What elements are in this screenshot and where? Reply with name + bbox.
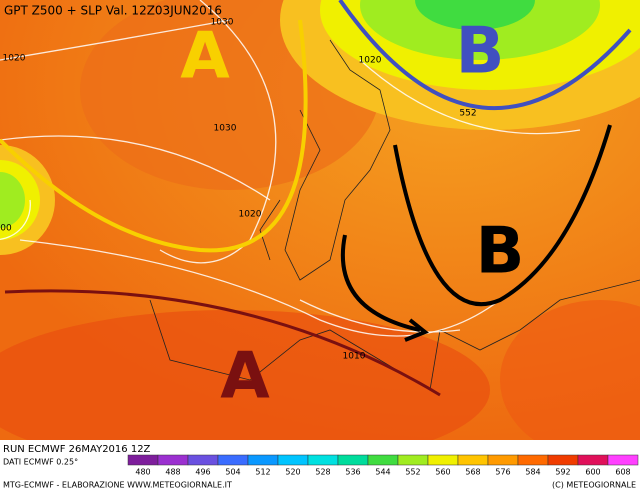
scale-swatch	[337, 454, 369, 466]
scale-swatch	[517, 454, 549, 466]
scale-label: 504	[225, 468, 240, 477]
scale-swatch	[367, 454, 399, 466]
scale-swatch	[607, 454, 639, 466]
run-info: RUN ECMWF 26MAY2016 12Z	[3, 444, 151, 455]
data-source: DATI ECMWF 0.25°	[3, 458, 78, 467]
scale-swatch	[277, 454, 309, 466]
map-title: GPT Z500 + SLP Val. 12Z03JUN2016	[4, 4, 222, 18]
scale-swatch	[427, 454, 459, 466]
scale-label: 512	[255, 468, 270, 477]
credit: MTG-ECMWF - ELABORAZIONE WWW.METEOGIORNA…	[3, 481, 232, 490]
scale-swatch	[157, 454, 189, 466]
contour-label: 552	[459, 109, 476, 119]
scale-label: 520	[285, 468, 300, 477]
contour-label: 00	[0, 224, 12, 234]
scale-label: 544	[375, 468, 390, 477]
scale-label: 496	[195, 468, 210, 477]
scale-label: 480	[135, 468, 150, 477]
scale-label: 576	[495, 468, 510, 477]
scale-swatch	[217, 454, 249, 466]
scale-label: 552	[405, 468, 420, 477]
pressure-center: A	[220, 340, 270, 414]
scale-label: 600	[585, 468, 600, 477]
contour-label: 1020	[3, 54, 26, 64]
contour-label: 1030	[214, 124, 237, 134]
pressure-center: B	[456, 15, 505, 89]
scale-swatch	[577, 454, 609, 466]
copyright: (C) METEOGIORNALE	[552, 481, 636, 490]
scale-swatch	[397, 454, 429, 466]
analysis-lines	[0, 0, 632, 397]
contour-label: 1020	[359, 56, 382, 66]
pressure-center: B	[476, 215, 525, 289]
scale-swatch	[487, 454, 519, 466]
scale-label: 584	[525, 468, 540, 477]
scale-label: 488	[165, 468, 180, 477]
map-field	[0, 0, 640, 470]
scale-label: 608	[615, 468, 630, 477]
contour-label: 1020	[239, 210, 262, 220]
isobars	[0, 0, 580, 336]
scale-label: 536	[345, 468, 360, 477]
scale-swatch	[457, 454, 489, 466]
contour-label: 1030	[211, 18, 234, 28]
scale-swatch	[307, 454, 339, 466]
scale-label: 592	[555, 468, 570, 477]
pressure-center: A	[180, 20, 230, 94]
scale-swatch	[187, 454, 219, 466]
scale-label: 560	[435, 468, 450, 477]
scale-swatch	[127, 454, 159, 466]
scale-swatch	[247, 454, 279, 466]
scale-label: 568	[465, 468, 480, 477]
scale-label: 528	[315, 468, 330, 477]
scale-swatch	[547, 454, 579, 466]
contour-label: 1010	[343, 352, 366, 362]
